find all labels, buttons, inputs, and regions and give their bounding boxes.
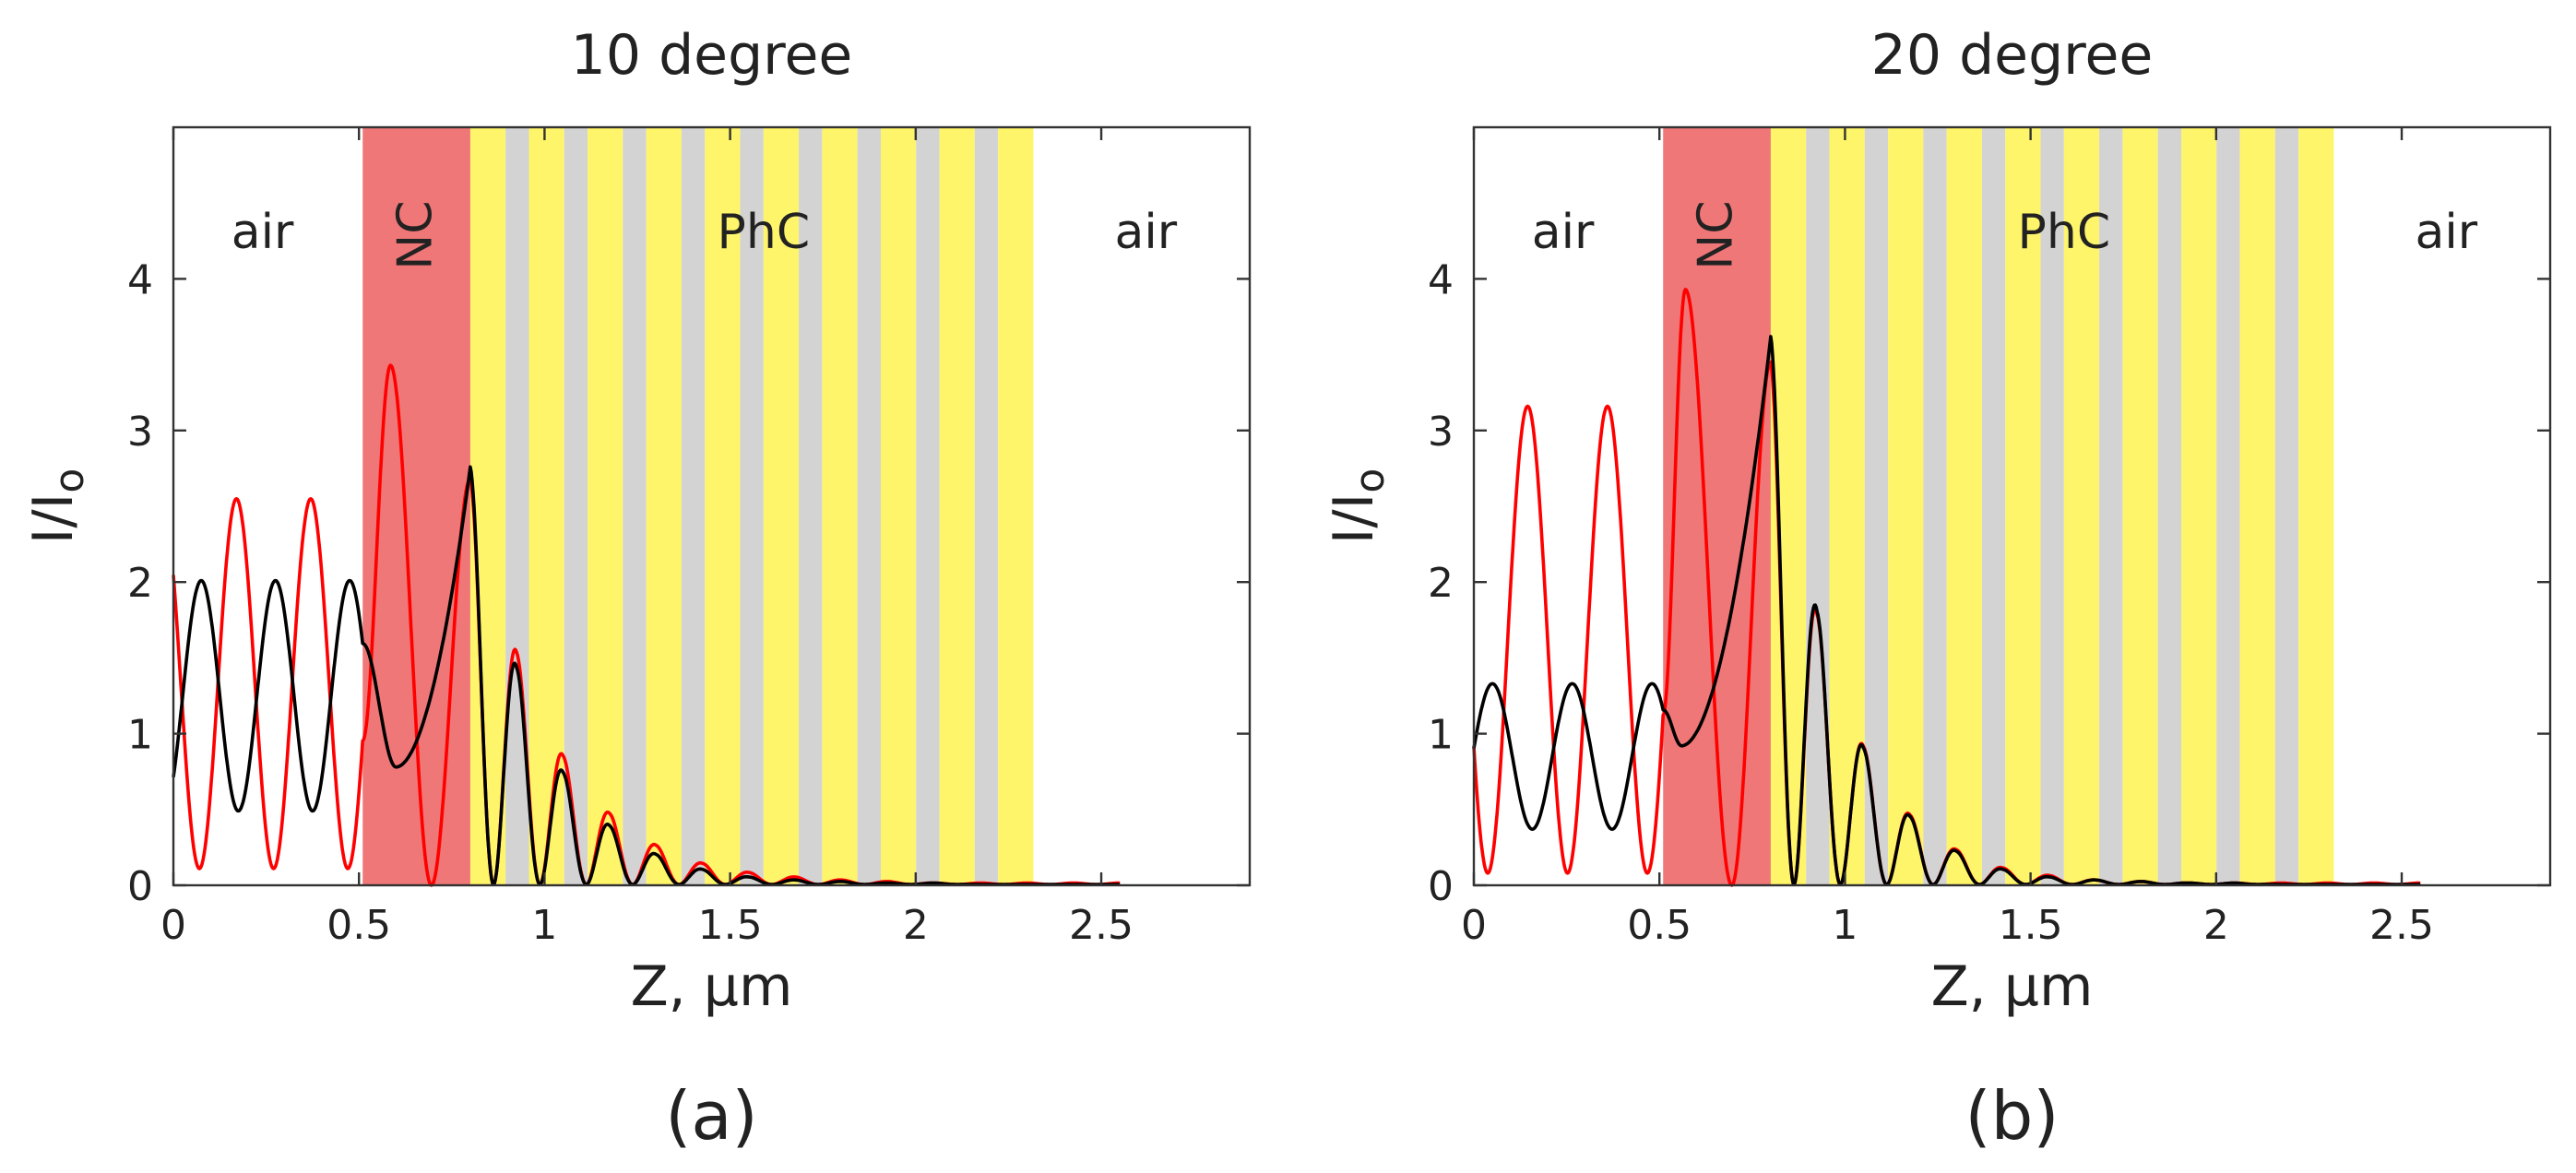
y-tick-label: 1 <box>1428 712 1454 759</box>
phc-layer-gray <box>916 127 940 885</box>
panel-label: (a) <box>665 1077 757 1155</box>
region-label-nc: NC <box>1689 200 1744 269</box>
phc-layer-gray <box>1806 127 1830 885</box>
y-axis-label-subscript: o <box>1347 468 1394 493</box>
x-tick-label: 0 <box>160 902 186 949</box>
chart-title: 20 degree <box>1871 23 2154 88</box>
phc-layer-gray <box>1981 127 2006 885</box>
y-tick-label: 0 <box>127 863 153 910</box>
x-tick-label: 1.5 <box>698 902 763 949</box>
phc-layer-gray <box>2040 127 2064 885</box>
chart-panel-b: 0 0.5 1 1.5 2 2.5 0 1 2 3 4 air NC PhC air 20 degree Z, … <box>1322 23 2552 1155</box>
phc-layer-yellow <box>588 127 623 885</box>
x-tick-label: 1.5 <box>1999 902 2063 949</box>
phc-layer-yellow <box>881 127 917 885</box>
phc-layer-gray <box>740 127 764 885</box>
y-tick-label: 2 <box>127 560 153 607</box>
phc-layer-gray <box>2099 127 2123 885</box>
phc-layer-yellow <box>469 127 506 885</box>
y-axis-label-main: I/I <box>1322 493 1386 545</box>
phc-layer-yellow <box>646 127 682 885</box>
phc-layer-yellow <box>2005 127 2041 885</box>
phc-layer-yellow <box>2239 127 2275 885</box>
x-tick-label: 0 <box>1461 902 1487 949</box>
y-tick-label: 0 <box>1428 863 1454 910</box>
y-tick-label: 4 <box>127 256 153 303</box>
x-tick-label: 1 <box>1832 902 1858 949</box>
x-tick-label: 0.5 <box>326 902 391 949</box>
region-label-nc: NC <box>388 200 444 269</box>
region-label-air: air <box>2415 205 2477 260</box>
y-axis-label: I/Io <box>21 468 93 545</box>
phc-layer-gray <box>2157 127 2182 885</box>
x-tick-label: 2 <box>2203 902 2229 949</box>
x-axis-label: Z, μm <box>1931 954 2094 1019</box>
x-tick-label: 1 <box>531 902 557 949</box>
y-tick-label: 2 <box>1428 560 1454 607</box>
phc-layer-gray <box>564 127 588 885</box>
region-label-phc: PhC <box>718 205 811 260</box>
phc-layer-gray <box>857 127 882 885</box>
phc-layer-yellow <box>1888 127 1924 885</box>
x-tick-label: 2.5 <box>1069 902 1134 949</box>
y-tick-label: 4 <box>1428 256 1454 303</box>
phc-layer-yellow <box>2298 127 2334 885</box>
region-label-air: air <box>231 205 294 260</box>
phc-layer-yellow <box>822 127 858 885</box>
x-tick-label: 0.5 <box>1627 902 1692 949</box>
y-axis-label-subscript: o <box>46 468 93 493</box>
phc-layer-yellow <box>998 127 1034 885</box>
region-label-phc: PhC <box>2018 205 2111 260</box>
phc-layer-gray <box>2274 127 2299 885</box>
y-axis-label-main: I/I <box>21 493 86 545</box>
x-axis-label: Z, μm <box>631 954 793 1019</box>
phc-layer-yellow <box>1770 127 1807 885</box>
phc-layer-yellow <box>939 127 975 885</box>
y-tick-label: 3 <box>127 409 153 456</box>
x-tick-label: 2.5 <box>2369 902 2434 949</box>
phc-layer-yellow <box>2181 127 2217 885</box>
axes-frame <box>1472 125 2552 887</box>
axes-frame <box>172 125 1252 887</box>
phc-layer-gray <box>2216 127 2240 885</box>
phc-layer-yellow <box>763 127 800 885</box>
y-tick-label: 1 <box>127 712 153 759</box>
chart-panel-a: 0 0.5 1 1.5 2 2.5 0 1 2 3 4 air NC PhC air 10 degree Z, … <box>21 23 1252 1155</box>
region-label-air: air <box>1532 205 1595 260</box>
phc-layer-gray <box>799 127 823 885</box>
chart-title: 10 degree <box>571 23 853 88</box>
phc-layer-yellow <box>1946 127 1982 885</box>
phc-layer-gray <box>623 127 647 885</box>
region-label-air: air <box>1114 205 1177 260</box>
phc-layer-gray <box>681 127 706 885</box>
phc-layer-yellow <box>705 127 741 885</box>
y-tick-label: 3 <box>1428 409 1454 456</box>
phc-layer-gray <box>974 127 999 885</box>
y-axis-label: I/Io <box>1322 468 1394 545</box>
panel-label: (b) <box>1965 1077 2060 1155</box>
phc-layer-gray <box>1923 127 1947 885</box>
phc-layer-yellow <box>2122 127 2158 885</box>
phc-layer-yellow <box>1829 127 1865 885</box>
x-tick-label: 2 <box>903 902 929 949</box>
phc-layer-yellow <box>2063 127 2100 885</box>
